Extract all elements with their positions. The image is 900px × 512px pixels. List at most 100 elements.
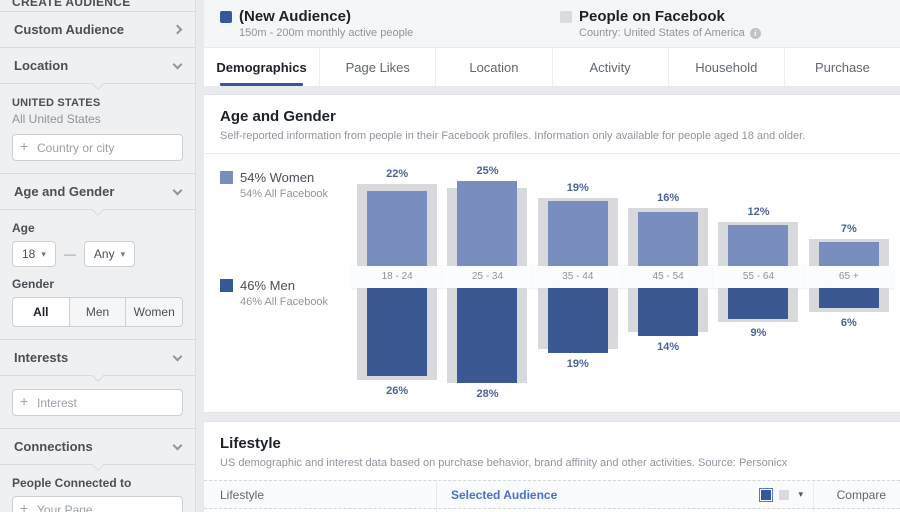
age-group-35-44[interactable]: 19% 35 - 44 19% (532, 162, 623, 402)
gender-option-women[interactable]: Women (125, 298, 182, 326)
create-audience-header: CREATE AUDIENCE (0, 0, 195, 11)
info-icon[interactable]: i (749, 27, 761, 39)
audience-title: (New Audience) (239, 8, 351, 25)
men-value-label: 28% (476, 388, 499, 401)
chevron-down-icon (172, 59, 183, 69)
legend-men-main: 46% Men (240, 278, 295, 293)
audience-summary-header: (New Audience) 150m - 200m monthly activ… (204, 0, 900, 48)
facebook-series-swatch-icon[interactable] (779, 489, 790, 500)
age-range-label: 55 - 64 (713, 266, 804, 288)
lifestyle-title: Lifestyle (220, 435, 281, 452)
lifestyle-table-header: Lifestyle Selected Audience ▾ Compare (204, 480, 900, 509)
interest-input[interactable] (12, 389, 183, 416)
women-audience-bar (547, 201, 608, 266)
audience-series-swatch-icon[interactable] (761, 489, 772, 500)
men-audience-bar (367, 288, 428, 377)
lifestyle-column-header[interactable]: Lifestyle (220, 487, 265, 502)
women-audience-bar (367, 191, 428, 266)
tab-activity[interactable]: Activity (551, 48, 668, 86)
women-value-label: 25% (476, 165, 499, 177)
divider (0, 11, 195, 12)
filters-sidebar: CREATE AUDIENCE Custom Audience Location… (0, 0, 196, 512)
gender-label: Gender (12, 277, 55, 291)
tab-purchase[interactable]: Purchase (783, 48, 900, 86)
location-label: Location (14, 58, 69, 73)
custom-audience-label: Custom Audience (14, 22, 125, 37)
women-value-label: 16% (657, 192, 680, 205)
age-gender-description: Self-reported information from people in… (220, 130, 806, 142)
men-audience-bar (818, 288, 879, 309)
tab-household[interactable]: Household (667, 48, 784, 86)
men-value-label: 14% (657, 340, 680, 353)
lifestyle-rows: Apple Pie Families8%+0% (204, 509, 900, 512)
gender-option-all[interactable]: All (13, 298, 69, 326)
caret-down-icon: ▾ (41, 248, 46, 259)
plus-icon: + (20, 393, 29, 409)
location-section: UNITED STATES All United States + (0, 91, 195, 173)
tab-location[interactable]: Location (435, 48, 551, 86)
divider (204, 153, 900, 154)
sidebar-item-location[interactable]: Location (0, 48, 195, 83)
legend-men: 46% Men 46% All Facebook (220, 278, 352, 308)
divider (0, 428, 195, 429)
tab-label: Location (469, 60, 519, 75)
legend-women-main: 54% Women (240, 170, 315, 185)
people-connected-label: People Connected to (12, 476, 132, 490)
new-audience-summary: (New Audience) 150m - 200m monthly activ… (220, 8, 560, 47)
legend-women: 54% Women 54% All Facebook (220, 170, 352, 200)
chart-legend: 54% Women 54% All Facebook 46% Men 46% A… (220, 162, 352, 402)
interests-section: + (0, 383, 195, 428)
selected-audience-column-header[interactable]: Selected Audience (451, 487, 558, 502)
divider (0, 173, 195, 174)
chevron-down-icon (172, 440, 183, 450)
plus-icon: + (20, 500, 29, 512)
chevron-down-icon (172, 351, 183, 361)
age-group-65+[interactable]: 7% 65 + 6% (803, 162, 894, 402)
women-audience-bar (818, 242, 879, 266)
age-gender-title: Age and Gender (220, 108, 336, 125)
age-group-55-64[interactable]: 12% 55 - 64 9% (713, 162, 804, 402)
women-value-label: 12% (747, 205, 770, 218)
tab-page-likes[interactable]: Page Likes (319, 48, 435, 86)
age-to-dropdown[interactable]: Any ▾ (83, 241, 136, 267)
sidebar-item-connections[interactable]: Connections (0, 429, 195, 464)
create-audience-label: CREATE AUDIENCE (12, 0, 131, 9)
age-group-18-24[interactable]: 22% 18 - 24 26% (352, 162, 443, 402)
lifestyle-description: US demographic and interest data based o… (220, 457, 788, 469)
women-audience-bar (457, 181, 518, 266)
gender-segmented-control: All Men Women (12, 297, 183, 327)
location-region: UNITED STATES (12, 97, 101, 109)
caret-down-icon: ▾ (798, 489, 803, 499)
tab-demographics[interactable]: Demographics (204, 48, 319, 86)
series-toggle-control[interactable]: ▾ (761, 489, 803, 500)
connections-label: Connections (14, 439, 93, 454)
country-city-input[interactable] (12, 134, 183, 161)
age-gender-panel: Age and Gender Self-reported information… (204, 94, 900, 413)
compare-column-header[interactable]: Compare (836, 487, 886, 502)
divider (0, 339, 195, 340)
age-from-dropdown[interactable]: 18 ▾ (12, 241, 56, 267)
women-audience-bar (638, 211, 699, 266)
sidebar-item-age-gender[interactable]: Age and Gender (0, 174, 195, 209)
sidebar-item-custom-audience[interactable]: Custom Audience (0, 12, 195, 47)
tab-label: Page Likes (345, 60, 410, 75)
lifestyle-panel: Lifestyle US demographic and interest da… (204, 421, 900, 512)
age-range-label: 18 - 24 (352, 266, 443, 288)
gender-option-men[interactable]: Men (68, 298, 126, 326)
men-audience-bar (638, 288, 699, 336)
divider (0, 47, 195, 48)
people-connected-input[interactable] (12, 496, 183, 512)
benchmark-subtitle: Country: United States of America (579, 27, 745, 39)
sidebar-item-interests[interactable]: Interests (0, 340, 195, 375)
women-swatch-icon (220, 171, 233, 184)
connections-section: People Connected to + People Not Connect… (0, 472, 195, 512)
age-to-value: Any (93, 247, 115, 261)
men-value-label: 9% (750, 327, 767, 339)
main-content: (New Audience) 150m - 200m monthly activ… (204, 0, 900, 512)
age-group-25-34[interactable]: 25% 25 - 34 28% (442, 162, 533, 402)
age-group-45-54[interactable]: 16% 45 - 54 14% (622, 162, 714, 402)
table-row[interactable]: Apple Pie Families8%+0% (204, 509, 900, 512)
age-label: Age (12, 221, 35, 235)
legend-women-sub: 54% All Facebook (240, 188, 329, 200)
men-value-label: 26% (386, 384, 409, 397)
